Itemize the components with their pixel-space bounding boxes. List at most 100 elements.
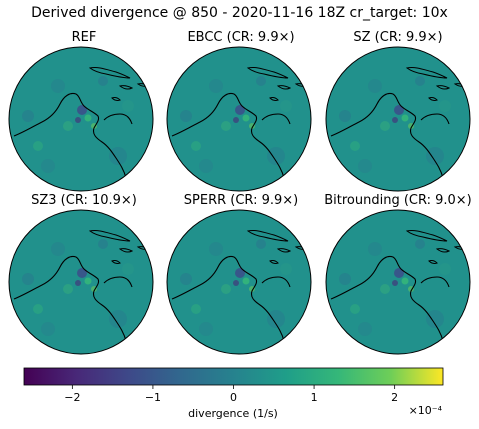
- field-texture: [98, 76, 108, 86]
- field-texture: [199, 159, 213, 173]
- field-texture: [63, 284, 73, 294]
- coastline: [330, 92, 450, 191]
- colorbar-tick-label: 2: [391, 391, 398, 404]
- island-coastline: [428, 260, 438, 264]
- coastline: [103, 276, 133, 288]
- divergence-feature: [401, 114, 409, 122]
- divergence-feature: [401, 277, 409, 285]
- field-texture: [33, 141, 43, 151]
- island-coastline: [276, 248, 292, 253]
- field-texture: [358, 159, 372, 173]
- colorbar-tick-label: 1: [311, 391, 318, 404]
- globe-panel-bitrounding: [325, 209, 471, 355]
- panel-title-ebcc: EBCC (CR: 9.9×): [187, 30, 295, 45]
- field-texture: [358, 322, 372, 336]
- divergence-feature: [392, 117, 398, 123]
- island-coastline: [88, 230, 131, 242]
- globe-panel-ref: [8, 46, 154, 192]
- field-texture: [41, 322, 55, 336]
- field-texture: [109, 310, 127, 328]
- field-texture: [199, 322, 213, 336]
- globe-panel-ebcc: [166, 46, 312, 192]
- island-coastline: [435, 85, 451, 90]
- field-texture: [180, 273, 192, 285]
- coastline: [171, 92, 291, 191]
- divergence-feature: [233, 280, 239, 286]
- field-texture: [221, 121, 231, 131]
- field-texture: [122, 263, 134, 275]
- panel-title-bitrounding: Bitrounding (CR: 9.0×): [324, 193, 472, 208]
- field-texture: [280, 263, 292, 275]
- island-coastline: [111, 97, 121, 101]
- coastline: [13, 255, 133, 354]
- field-texture: [267, 310, 285, 328]
- field-texture: [368, 242, 382, 256]
- island-coastline: [276, 85, 292, 90]
- coastline: [103, 113, 133, 125]
- field-texture: [426, 147, 444, 165]
- globe-outline: [8, 209, 154, 355]
- divergence-feature: [394, 105, 404, 115]
- field-texture: [256, 76, 266, 86]
- field-texture: [122, 100, 134, 112]
- globe-outline: [325, 46, 471, 192]
- panel-title-sz: SZ (CR: 9.9×): [353, 30, 443, 45]
- island-coastline: [246, 67, 289, 79]
- globe-outline: [166, 209, 312, 355]
- field-texture: [22, 273, 34, 285]
- field-texture: [280, 100, 292, 112]
- field-texture: [350, 304, 360, 314]
- field-texture: [380, 284, 390, 294]
- field-texture: [41, 159, 55, 173]
- field-texture: [22, 110, 34, 122]
- field-texture: [191, 304, 201, 314]
- island-coastline: [405, 67, 448, 79]
- island-coastline: [269, 260, 279, 264]
- panel-title-sperr: SPERR (CR: 9.9×): [183, 193, 299, 208]
- field-texture: [209, 242, 223, 256]
- island-coastline: [118, 248, 134, 253]
- island-coastline: [111, 260, 121, 264]
- panel-title-sz3: SZ3 (CR: 10.9×): [31, 193, 137, 208]
- divergence-feature: [77, 105, 87, 115]
- island-coastline: [269, 97, 279, 101]
- panel-title-ref: REF: [71, 30, 97, 45]
- field-texture: [180, 110, 192, 122]
- divergence-feature: [75, 117, 81, 123]
- divergence-feature: [84, 114, 92, 122]
- field-texture: [439, 263, 451, 275]
- island-coastline: [435, 248, 451, 253]
- divergence-feature: [392, 280, 398, 286]
- globe-outline: [325, 209, 471, 355]
- colorbar-tick-label: −1: [145, 391, 161, 404]
- field-texture: [51, 79, 65, 93]
- divergence-feature: [77, 268, 87, 278]
- coastline: [420, 113, 450, 125]
- colorbar-label: divergence (1/s): [188, 407, 278, 420]
- divergence-feature: [233, 117, 239, 123]
- field-texture: [339, 110, 351, 122]
- globe-outline: [166, 46, 312, 192]
- coastline: [420, 276, 450, 288]
- island-coastline: [405, 230, 448, 242]
- colorbar-gradient: [23, 367, 444, 386]
- field-texture: [221, 284, 231, 294]
- divergence-feature: [235, 105, 245, 115]
- coastline: [261, 113, 291, 125]
- field-texture: [350, 141, 360, 151]
- island-coastline: [88, 67, 131, 79]
- coastline: [261, 276, 291, 288]
- field-texture: [439, 100, 451, 112]
- field-texture: [209, 79, 223, 93]
- island-coastline: [246, 230, 289, 242]
- field-texture: [33, 304, 43, 314]
- divergence-feature: [235, 268, 245, 278]
- field-texture: [191, 141, 201, 151]
- field-texture: [339, 273, 351, 285]
- field-texture: [415, 76, 425, 86]
- globe-panel-sz3: [8, 209, 154, 355]
- field-texture: [415, 239, 425, 249]
- field-texture: [368, 79, 382, 93]
- globe-outline: [8, 46, 154, 192]
